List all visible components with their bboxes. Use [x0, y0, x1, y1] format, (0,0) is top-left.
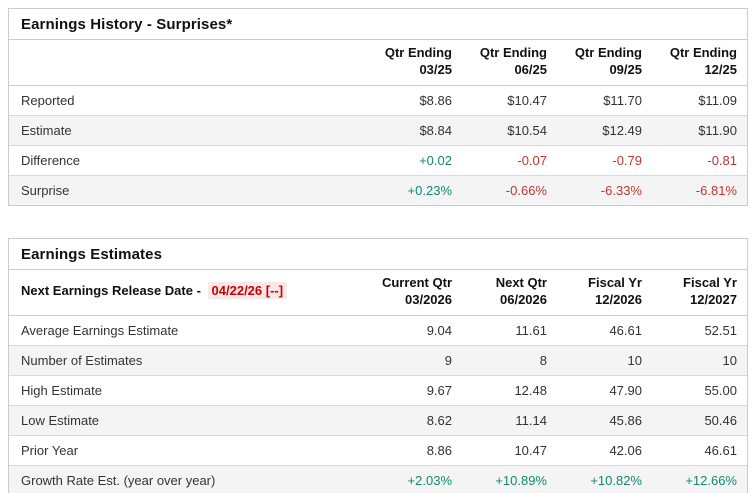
- column-header: Fiscal Yr 12/2026: [557, 269, 652, 316]
- cell-value: 50.46: [652, 404, 747, 436]
- column-header: Qtr Ending 06/25: [462, 40, 557, 86]
- cell-value: 9.04: [426, 322, 452, 338]
- cell-value: -0.07: [462, 144, 557, 176]
- cell-value: $10.54: [462, 114, 557, 146]
- cell-value: 11.61: [515, 322, 547, 338]
- table-row: Number of Estimates 9 8 10 10: [9, 344, 747, 376]
- cell-value: $12.49: [557, 114, 652, 146]
- cell-value: +0.02: [367, 144, 462, 176]
- row-label: Difference: [9, 144, 367, 176]
- earnings-estimates-title: Earnings Estimates: [9, 239, 747, 270]
- cell-value: 12.48: [462, 374, 557, 406]
- table-row: Estimate $8.84 $10.54 $12.49 $11.90: [9, 114, 747, 146]
- table-row: Difference +0.02 -0.07 -0.79 -0.81: [9, 144, 747, 176]
- cell-value: +0.23%: [367, 174, 462, 205]
- next-earnings-release-cell: Next Earnings Release Date - 04/22/26 [-…: [9, 269, 367, 316]
- table-row: Surprise +0.23% -0.66% -6.33% -6.81%: [9, 174, 747, 205]
- cell-value: 11.14: [462, 404, 557, 436]
- cell-value: $10.47: [507, 92, 547, 108]
- table-row: Average Earnings Estimate 9.04 11.61 46.61 5…: [9, 315, 747, 345]
- table-row: Reported $8.86 $10.47 $11.70 $11.09: [9, 85, 747, 115]
- cell-value: -0.66%: [462, 174, 557, 205]
- earnings-estimates-header-row: Next Earnings Release Date - 04/22/26 [-…: [9, 269, 747, 316]
- cell-value: +10.89%: [462, 464, 557, 493]
- row-label: High Estimate: [9, 374, 367, 406]
- empty-header-cell: [9, 40, 367, 86]
- next-earnings-release-label: Next Earnings Release Date -: [21, 283, 201, 299]
- cell-value: 8.86: [367, 434, 462, 466]
- earnings-history-panel: Earnings History - Surprises* Qtr Ending…: [8, 8, 748, 206]
- row-label: Prior Year: [9, 434, 367, 466]
- cell-value: $8.86: [419, 92, 452, 108]
- cell-value: 46.61: [652, 434, 747, 466]
- row-label: Growth Rate Est. (year over year): [9, 464, 367, 493]
- cell-value: 10: [557, 344, 652, 376]
- cell-value: 10.47: [462, 434, 557, 466]
- earnings-estimates-panel: Earnings Estimates Next Earnings Release…: [8, 237, 748, 493]
- cell-value: -6.81%: [652, 174, 747, 205]
- cell-value: 10: [652, 344, 747, 376]
- cell-value: $11.70: [603, 92, 642, 108]
- cell-value: -0.81: [652, 144, 747, 176]
- cell-value: -6.33%: [557, 174, 652, 205]
- column-header: Qtr Ending 12/25: [652, 40, 747, 86]
- cell-value: 8.62: [367, 404, 462, 436]
- column-header: Fiscal Yr 12/2027: [652, 269, 747, 316]
- table-row: High Estimate 9.67 12.48 47.90 55.00: [9, 374, 747, 406]
- column-header: Current Qtr 03/2026: [367, 269, 462, 316]
- cell-value: +12.66%: [652, 464, 747, 493]
- cell-value: $8.84: [367, 114, 462, 146]
- earnings-estimates-table: Next Earnings Release Date - 04/22/26 [-…: [9, 269, 747, 493]
- cell-value: 8: [462, 344, 557, 376]
- cell-value: 52.51: [704, 322, 737, 338]
- table-row: Low Estimate 8.62 11.14 45.86 50.46: [9, 404, 747, 436]
- cell-value: $11.09: [698, 92, 737, 108]
- cell-value: $11.90: [652, 114, 747, 146]
- cell-value: 47.90: [557, 374, 652, 406]
- column-header: Qtr Ending 09/25: [557, 40, 652, 86]
- row-label: Number of Estimates: [9, 344, 367, 376]
- table-row: Growth Rate Est. (year over year) +2.03% +…: [9, 464, 747, 493]
- row-label: Estimate: [9, 114, 367, 146]
- row-label: Surprise: [9, 174, 367, 205]
- cell-value: -0.79: [557, 144, 652, 176]
- cell-value: 45.86: [557, 404, 652, 436]
- cell-value: +10.82%: [557, 464, 652, 493]
- column-header: Qtr Ending 03/25: [367, 40, 462, 86]
- earnings-history-header-row: Qtr Ending 03/25 Qtr Ending 06/25 Qtr Ending…: [9, 40, 747, 86]
- cell-value: 9: [367, 344, 462, 376]
- cell-value: +2.03%: [367, 464, 462, 493]
- next-earnings-release-date-link[interactable]: 04/22/26 [--]: [207, 282, 288, 300]
- earnings-history-title: Earnings History - Surprises*: [9, 9, 747, 40]
- cell-value: 42.06: [557, 434, 652, 466]
- cell-value: 9.67: [367, 374, 462, 406]
- cell-value: 55.00: [652, 374, 747, 406]
- earnings-history-table: Qtr Ending 03/25 Qtr Ending 06/25 Qtr Ending…: [9, 40, 747, 205]
- cell-value: 46.61: [609, 322, 642, 338]
- table-row: Prior Year 8.86 10.47 42.06 46.61: [9, 434, 747, 466]
- column-header: Next Qtr 06/2026: [462, 269, 557, 316]
- row-label: Low Estimate: [9, 404, 367, 436]
- row-label: Average Earnings Estimate: [21, 322, 179, 338]
- row-label: Reported: [21, 92, 75, 108]
